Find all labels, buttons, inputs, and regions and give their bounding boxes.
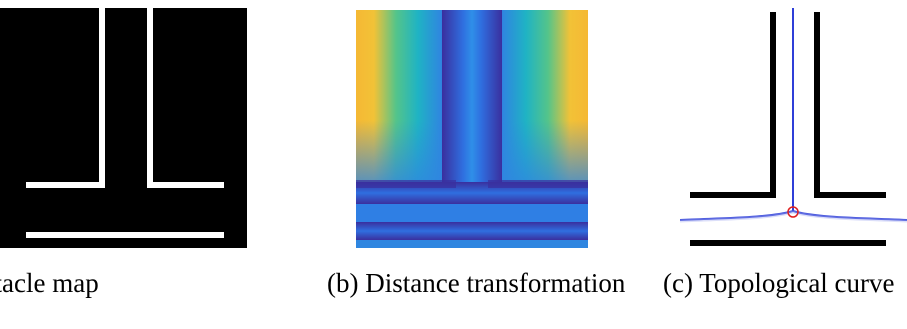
junction-marker (787, 206, 799, 218)
caption-topological-curve: (c) Topological curve (663, 268, 895, 298)
distance-transform-map (356, 10, 588, 248)
right-horizontal-wall (814, 192, 886, 198)
right-vertical-wall (814, 12, 820, 198)
caption-distance-transformation: (b) Distance transformation (327, 268, 626, 298)
left-horizontal-wall (26, 182, 105, 188)
caption-obstacle-map: stacle map (0, 268, 99, 298)
right-horizontal-wall (147, 182, 224, 188)
left-horizontal-wall (690, 192, 776, 198)
bottom-wall (690, 240, 886, 246)
bottom-low-band (356, 222, 588, 240)
right-vertical-wall (147, 8, 153, 182)
left-vertical-wall (99, 8, 105, 182)
horizontal-topology-curve (680, 209, 907, 221)
obstacle-map-background (0, 8, 247, 248)
upper-low-band (356, 180, 456, 188)
topological-curve-map (680, 8, 907, 250)
central-corridor (442, 10, 502, 200)
obstacle-map (0, 8, 247, 248)
horizontal-topology-curve-shadow (680, 210, 907, 223)
bottom-wall (26, 232, 224, 238)
left-vertical-wall (770, 12, 776, 198)
bottom-edge (356, 240, 588, 248)
middle-corridor (356, 204, 588, 222)
upper-low-band-right (488, 180, 588, 188)
